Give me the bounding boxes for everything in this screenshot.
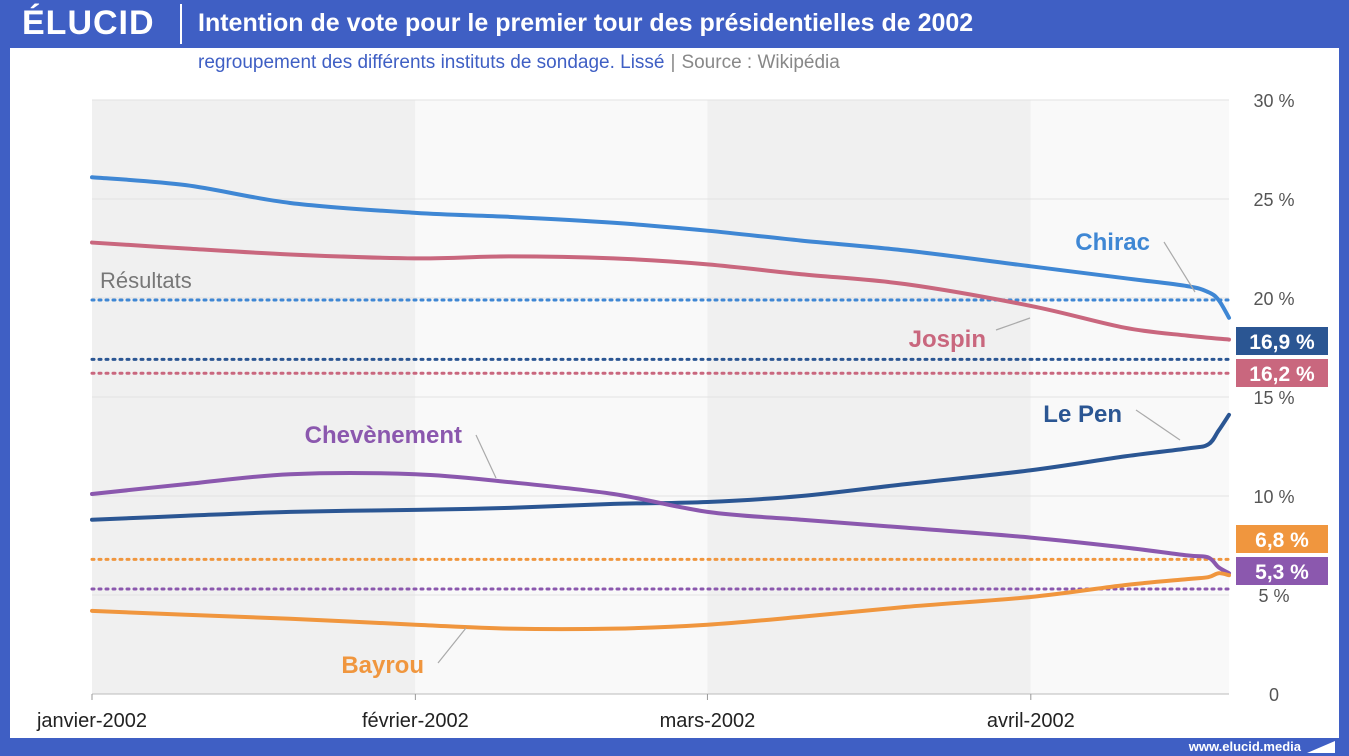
x-tick-label: mars-2002 bbox=[660, 710, 756, 732]
subtitle-text: regroupement des différents instituts de… bbox=[198, 52, 665, 73]
y-tick-label: 0 bbox=[1269, 685, 1279, 705]
series-name-lepen: Le Pen bbox=[1043, 401, 1122, 428]
source-text: Source : Wikipédia bbox=[681, 52, 840, 73]
series-line-bayrou bbox=[90, 571, 1231, 632]
series-leader-chirac bbox=[1163, 241, 1196, 293]
series-leader-lepen bbox=[1135, 409, 1181, 441]
series-name-jospin: Jospin bbox=[909, 326, 986, 353]
y-tick-label: 15 % bbox=[1253, 388, 1294, 408]
y-tick-label: 5 % bbox=[1258, 586, 1289, 606]
x-tick-label: avril-2002 bbox=[987, 710, 1075, 732]
series-line-lepen bbox=[90, 412, 1231, 522]
result-badge-label-bayrou: 6,8 % bbox=[1255, 529, 1309, 552]
y-tick-label: 25 % bbox=[1253, 190, 1294, 210]
footer-url[interactable]: www.elucid.media bbox=[1188, 739, 1301, 754]
result-badge-label-chevenement: 5,3 % bbox=[1255, 561, 1309, 584]
page-title: Intention de vote pour le premier tour d… bbox=[198, 9, 974, 37]
series-line-chevenement bbox=[90, 471, 1231, 576]
series-leader-chevenement bbox=[475, 434, 497, 479]
x-tick-label: février-2002 bbox=[362, 710, 469, 732]
y-tick-label: 20 % bbox=[1253, 289, 1294, 309]
flag-icon bbox=[1307, 741, 1335, 753]
y-tick-label: 10 % bbox=[1253, 487, 1294, 507]
subtitle-separator: | bbox=[670, 52, 676, 73]
series-leader-jospin bbox=[995, 317, 1031, 331]
series-line-jospin bbox=[90, 240, 1231, 342]
result-badge-label-jospin: 16,2 % bbox=[1249, 363, 1315, 386]
elucid-logo: ÉLUCID bbox=[22, 4, 155, 42]
logo-divider bbox=[180, 4, 182, 44]
result-badge-bayrou bbox=[1236, 525, 1328, 553]
result-badge-chevenement bbox=[1236, 557, 1328, 585]
result-badge-jospin bbox=[1236, 359, 1328, 387]
series-name-chirac: Chirac bbox=[1075, 229, 1150, 256]
series-name-bayrou: Bayrou bbox=[341, 652, 424, 679]
result-badge-label-lepen: 16,9 % bbox=[1249, 331, 1315, 354]
series-name-chevenement: Chevènement bbox=[305, 422, 462, 449]
chart-subtitle: regroupement des différents instituts de… bbox=[198, 52, 840, 74]
header-bar: ÉLUCID Intention de vote pour le premier… bbox=[0, 0, 1349, 48]
series-leader-bayrou bbox=[437, 627, 467, 664]
y-tick-label: 30 % bbox=[1253, 91, 1294, 111]
x-tick-label: janvier-2002 bbox=[36, 710, 147, 732]
result-badge-lepen bbox=[1236, 327, 1328, 355]
results-label: Résultats bbox=[100, 268, 192, 293]
